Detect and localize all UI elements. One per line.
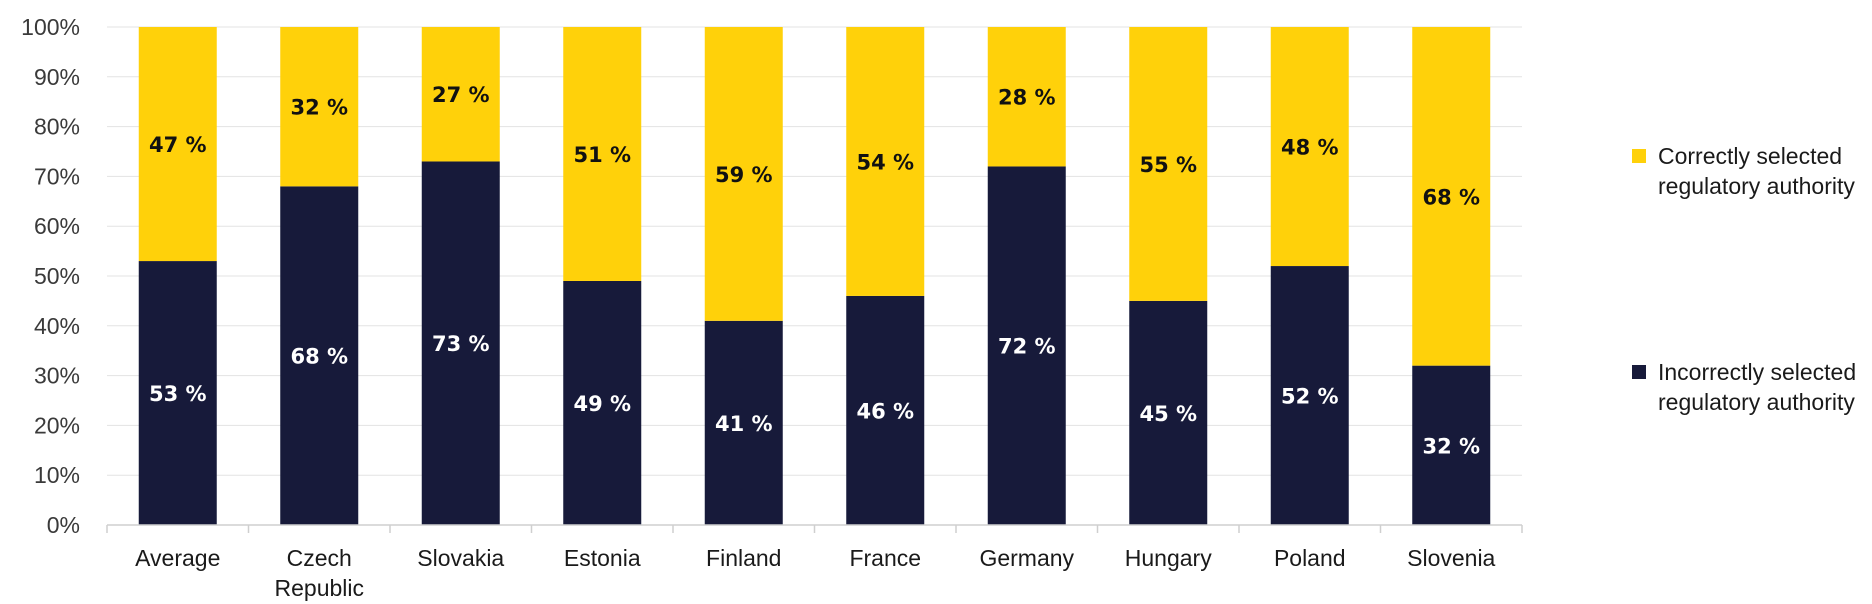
legend-swatch-incorrect: [1632, 365, 1646, 379]
legend-item-incorrect: Incorrectly selected regulatory authorit…: [1632, 357, 1872, 417]
stacked-bar-chart: 0% 10% 20% 30% 40% 50% 60% 70% 80% 90% 100% 53 % 47…: [21, 14, 1523, 601]
data-label: 52 %: [1281, 385, 1339, 409]
data-label: 59 %: [715, 163, 773, 187]
bar-segment-incorrect: [563, 280, 642, 525]
data-label: 55 %: [1139, 153, 1197, 177]
bar-segment-incorrect: [421, 161, 500, 525]
bar-segment-correct: [563, 27, 642, 281]
bar-segment-incorrect: [1129, 300, 1208, 525]
x-category-label: Hungary: [1125, 545, 1212, 571]
y-tick-label: 0%: [47, 512, 80, 538]
bar-segment-incorrect: [846, 295, 925, 525]
bar-segment-correct: [280, 27, 359, 187]
y-tick-label: 40%: [34, 313, 80, 339]
bar-segment-incorrect: [704, 320, 783, 525]
data-label: 49 %: [573, 392, 631, 416]
bar-segment-correct: [1412, 27, 1491, 366]
data-label: 45 %: [1139, 402, 1197, 426]
x-category-label: Czech Republic: [275, 545, 365, 601]
legend: Correctly selected regulatory authority …: [1632, 0, 1872, 604]
bar-segment-incorrect: [138, 261, 217, 525]
bar-segment-incorrect: [1270, 266, 1349, 525]
y-tick-label: 100%: [21, 14, 80, 40]
x-category-label: Slovakia: [417, 545, 504, 571]
legend-item-correct: Correctly selected regulatory authority: [1632, 141, 1872, 201]
x-category-label: Poland: [1274, 545, 1346, 571]
y-tick-label: 60%: [34, 213, 80, 239]
data-label: 47 %: [149, 133, 207, 157]
data-label: 27 %: [432, 83, 490, 107]
y-tick-label: 10%: [34, 462, 80, 488]
x-category-label: Average: [135, 545, 220, 571]
bar-segment-incorrect: [1412, 365, 1491, 525]
x-category-label: Estonia: [564, 545, 641, 571]
data-label: 48 %: [1281, 136, 1339, 160]
y-tick-label: 20%: [34, 412, 80, 438]
bar-segment-incorrect: [987, 166, 1066, 525]
bar-segment-correct: [846, 27, 925, 296]
data-label: 68 %: [1422, 185, 1480, 209]
bar-segment-correct: [421, 27, 500, 162]
data-label: 72 %: [998, 335, 1056, 359]
data-label: 28 %: [998, 86, 1056, 110]
x-category-label: France: [849, 545, 921, 571]
bar-segment-correct: [1270, 27, 1349, 267]
x-axis: [106, 524, 1523, 533]
y-tick-label: 80%: [34, 114, 80, 140]
data-label: 53 %: [149, 382, 207, 406]
bar-segment-correct: [704, 27, 783, 321]
bars: [138, 27, 1491, 526]
x-category-label: Germany: [979, 545, 1074, 571]
data-label: 68 %: [290, 345, 348, 369]
data-label: 54 %: [856, 150, 914, 174]
legend-label-incorrect: Incorrectly selected regulatory authorit…: [1658, 359, 1857, 415]
x-category-label: Finland: [706, 545, 781, 571]
legend-swatch-correct: [1632, 149, 1646, 163]
bar-segment-incorrect: [280, 186, 359, 526]
data-label: 32 %: [1422, 434, 1480, 458]
data-labels: 53 % 47 % 68 % 32 % 73 % 27 % 49 % 51 % 41 % 59 %…: [149, 83, 1480, 458]
data-label: 41 %: [715, 412, 773, 436]
y-tick-label: 50%: [34, 263, 80, 289]
y-axis-ticks: 0% 10% 20% 30% 40% 50% 60% 70% 80% 90% 100%: [21, 14, 80, 538]
bar-segment-correct: [138, 27, 217, 262]
data-label: 73 %: [432, 332, 490, 356]
bar-segment-correct: [1129, 27, 1208, 301]
y-tick-label: 70%: [34, 163, 80, 189]
y-tick-label: 30%: [34, 363, 80, 389]
x-category-label: Slovenia: [1407, 545, 1495, 571]
data-label: 32 %: [290, 96, 348, 120]
legend-label-correct: Correctly selected regulatory authority: [1658, 143, 1855, 199]
data-label: 46 %: [856, 399, 914, 423]
y-tick-label: 90%: [34, 64, 80, 90]
x-axis-labels: Average Czech Republic Slovakia Estonia Finla…: [135, 545, 1495, 601]
bar-segment-correct: [987, 27, 1066, 167]
data-label: 51 %: [573, 143, 631, 167]
